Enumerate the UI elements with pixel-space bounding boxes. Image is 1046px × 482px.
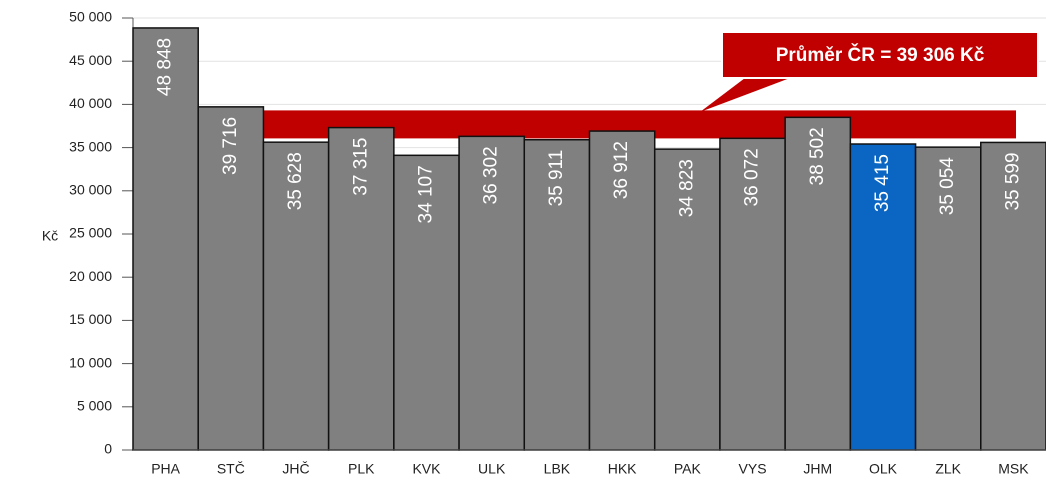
value-label: 37 315 [350,138,371,196]
y-tick-label: 10 000 [69,354,112,370]
value-label: 35 054 [937,157,958,216]
value-label: 36 072 [742,148,763,206]
x-tick-label: JHČ [282,461,309,477]
bar [980,141,1046,451]
bar [849,143,917,451]
value-label: 35 911 [546,150,567,207]
value-label: 34 823 [676,159,697,217]
value-label: 36 302 [481,146,502,204]
value-label: 34 107 [415,165,436,223]
y-axis-label: Kč [42,228,58,244]
y-tick-label: 20 000 [69,268,112,284]
callout-box [721,31,1039,79]
y-tick-label: 0 [104,441,112,457]
x-tick-label: JHM [803,461,832,477]
x-tick-label: ZLK [935,461,961,477]
y-tick-label: 25 000 [69,225,112,241]
x-tick-label: STČ [217,461,245,477]
y-tick-label: 5 000 [77,398,112,414]
x-tick-label: MSK [998,461,1029,477]
y-tick-label: 30 000 [69,182,112,198]
bar [458,135,526,451]
x-tick-label: LBK [544,461,571,477]
value-label: 39 716 [220,117,241,175]
value-label: 35 415 [872,154,893,212]
callout-pointer [700,78,790,112]
value-label: 35 599 [1002,152,1023,210]
x-tick-label: VYS [739,461,767,477]
x-tick-label: ULK [478,461,506,477]
bar [197,106,265,451]
value-label: 35 628 [285,152,306,210]
bar [719,137,786,451]
x-tick-label: OLK [869,461,898,477]
x-tick-label: KVK [412,461,441,477]
bar [784,116,852,451]
y-tick-label: 45 000 [69,52,112,68]
value-label: 36 912 [611,141,632,199]
x-tick-label: PLK [348,461,375,477]
y-tick-label: 35 000 [69,138,112,154]
value-label: 38 502 [807,127,828,185]
x-tick-label: HKK [608,461,637,477]
bar [914,146,982,451]
bar [588,130,656,451]
x-tick-label: PHA [151,461,180,477]
y-tick-label: 15 000 [69,311,112,327]
callout-text: Průměr ČR = 39 306 Kč [776,44,985,66]
x-tick-label: PAK [674,461,702,477]
value-label: 48 848 [155,38,176,96]
y-tick-label: 50 000 [69,9,112,25]
bar [327,126,395,451]
y-tick-label: 40 000 [69,95,112,111]
